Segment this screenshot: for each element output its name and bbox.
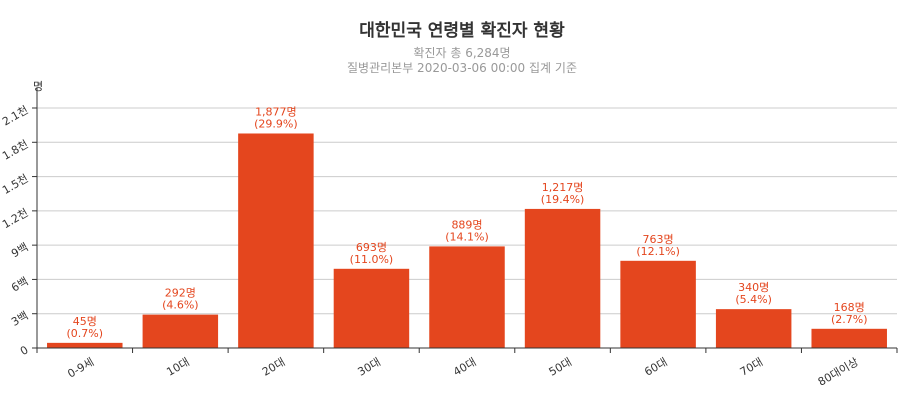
bar-percent-label: (0.7%) — [67, 327, 104, 340]
bar-percent-label: (14.1%) — [445, 230, 489, 243]
bar-value-label: 45명 — [73, 315, 97, 328]
chart-subtitle: 확진자 총 6,284명 질병관리본부 2020-03-06 00:00 집계 … — [0, 46, 924, 76]
x-tick-label: 60대 — [642, 355, 669, 378]
bar-value-label: 1,877명 — [255, 105, 297, 118]
bar-value-label: 168명 — [834, 301, 865, 314]
subtitle-total: 확진자 총 6,284명 — [413, 46, 511, 60]
y-tick-label: 1.2천 — [0, 205, 31, 231]
bar-percent-label: (29.9%) — [254, 117, 298, 130]
x-tick-label: 30대 — [356, 355, 383, 378]
chart-title: 대한민국 연령별 확진자 현황 — [359, 21, 565, 41]
y-tick-label: 2.1천 — [0, 102, 31, 128]
y-tick-label: 3백 — [9, 309, 30, 329]
bar-value-label: 763명 — [643, 233, 674, 246]
x-tick-label: 50대 — [547, 355, 574, 378]
x-tick-label: 80대이상 — [816, 355, 861, 388]
bar-value-label: 1,217명 — [542, 181, 584, 194]
y-tick-label: 1.5천 — [0, 171, 31, 197]
bar — [333, 268, 410, 348]
bar-value-label: 292명 — [165, 287, 196, 300]
bar — [47, 342, 123, 348]
y-axis-unit: 명 — [33, 80, 44, 93]
bar — [715, 309, 792, 348]
bar-percent-label: (11.0%) — [350, 253, 394, 266]
y-tick-label: 1.8천 — [0, 137, 31, 163]
bar-percent-label: (4.6%) — [162, 299, 199, 312]
bar-percent-label: (5.4%) — [735, 293, 772, 306]
x-tick-label: 0-9세 — [65, 355, 96, 380]
bar — [811, 328, 887, 348]
bar-percent-label: (12.1%) — [636, 245, 680, 258]
bar — [142, 314, 219, 348]
bar — [524, 208, 601, 348]
subtitle-source: 질병관리본부 2020-03-06 00:00 집계 기준 — [347, 61, 577, 75]
bar-value-label: 340명 — [738, 281, 769, 294]
bar-percent-label: (19.4%) — [541, 193, 585, 206]
x-tick-label: 20대 — [260, 355, 287, 378]
y-tick-label: 9백 — [9, 240, 30, 260]
bar — [238, 133, 314, 348]
x-tick-label: 40대 — [451, 355, 478, 378]
bar-value-label: 889명 — [451, 218, 482, 231]
y-tick-label: 0 — [18, 343, 31, 358]
bar — [429, 246, 505, 348]
x-tick-label: 10대 — [164, 355, 191, 378]
bar-value-label: 693명 — [356, 241, 387, 254]
bar-percent-label: (2.7%) — [831, 313, 868, 326]
y-tick-label: 6백 — [9, 275, 30, 295]
x-tick-label: 70대 — [738, 355, 765, 378]
bar — [620, 260, 696, 348]
